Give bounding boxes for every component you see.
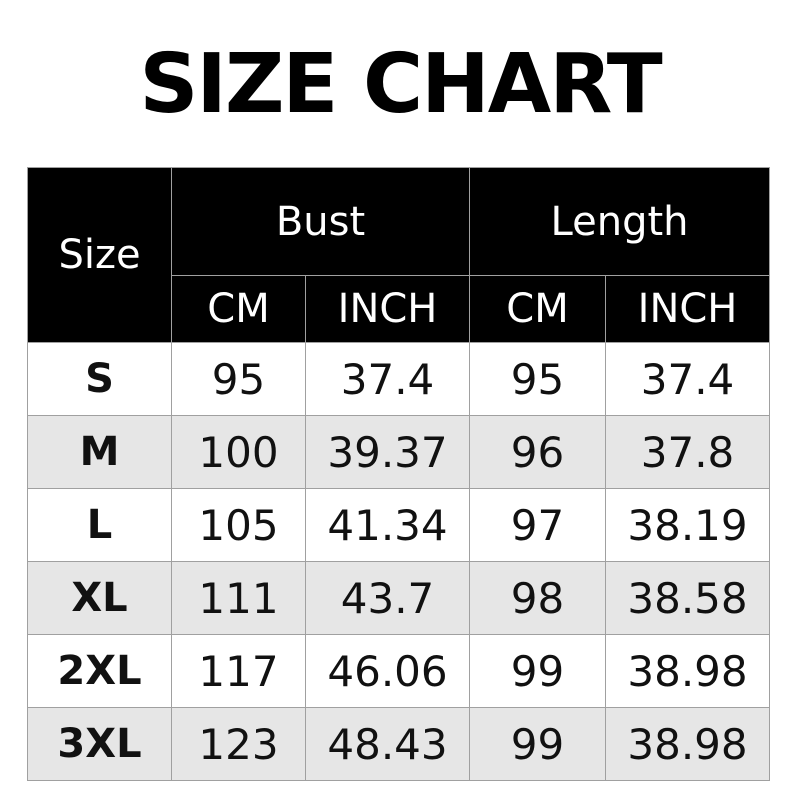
page-title: SIZE CHART	[139, 37, 662, 132]
cell-length-cm: 99	[469, 707, 607, 781]
cell-size: XL	[27, 561, 172, 635]
header-length-cm: CM	[469, 275, 607, 343]
cell-length-cm: 95	[469, 342, 607, 416]
cell-length-cm: 99	[469, 634, 607, 708]
header-bust: Bust	[170, 167, 471, 276]
header-size: Size	[27, 167, 172, 343]
cell-size: S	[27, 342, 172, 416]
header-bust-cm: CM	[171, 275, 306, 343]
cell-bust-cm: 105	[171, 488, 306, 562]
cell-bust-inch: 41.34	[304, 488, 471, 562]
header-length-inch: INCH	[605, 275, 771, 343]
cell-length-cm: 98	[469, 561, 607, 635]
table-row: 2XL 117 46.06 99 38.98	[27, 634, 771, 708]
cell-length-inch: 38.98	[605, 634, 771, 708]
cell-bust-inch: 48.43	[304, 707, 471, 781]
table-row: M 100 39.37 96 37.8	[27, 415, 771, 489]
header-length: Length	[469, 167, 771, 276]
cell-length-inch: 38.19	[605, 488, 771, 562]
cell-bust-cm: 95	[171, 342, 306, 416]
cell-length-cm: 96	[469, 415, 607, 489]
header-bust-inch: INCH	[304, 275, 471, 343]
cell-bust-cm: 123	[171, 707, 306, 781]
cell-length-inch: 38.98	[605, 707, 771, 781]
cell-bust-cm: 117	[171, 634, 306, 708]
cell-length-inch: 37.4	[605, 342, 771, 416]
table-row: XL 111 43.7 98 38.58	[27, 561, 771, 635]
table-row: S 95 37.4 95 37.4	[27, 342, 771, 416]
table-row: L 105 41.34 97 38.19	[27, 488, 771, 562]
table-row: 3XL 123 48.43 99 38.98	[27, 707, 771, 781]
cell-bust-cm: 100	[171, 415, 306, 489]
cell-size: 2XL	[27, 634, 172, 708]
cell-bust-inch: 39.37	[304, 415, 471, 489]
cell-length-cm: 97	[469, 488, 607, 562]
size-table: Size Bust Length CM INCH CM INCH S 95 37.4…	[27, 167, 771, 781]
cell-size: L	[27, 488, 172, 562]
cell-size: 3XL	[27, 707, 172, 781]
cell-size: M	[27, 415, 172, 489]
cell-bust-inch: 43.7	[304, 561, 471, 635]
cell-length-inch: 38.58	[605, 561, 771, 635]
cell-bust-cm: 111	[171, 561, 306, 635]
cell-length-inch: 37.8	[605, 415, 771, 489]
cell-bust-inch: 37.4	[304, 342, 471, 416]
cell-bust-inch: 46.06	[304, 634, 471, 708]
